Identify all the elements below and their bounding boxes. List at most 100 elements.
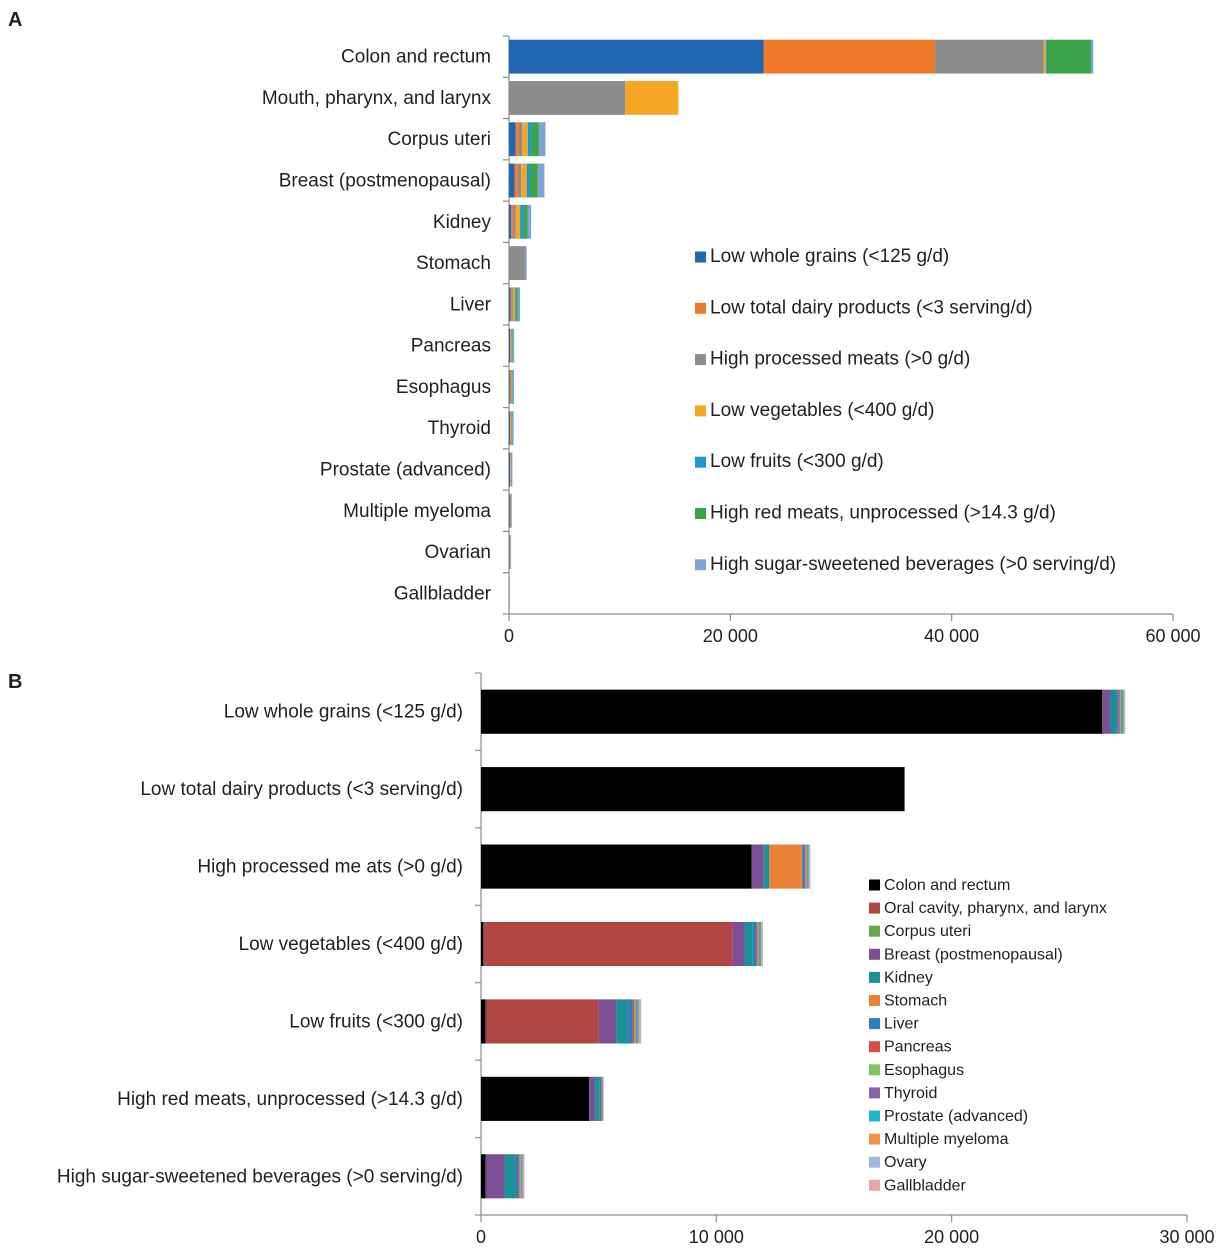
legend-label: Stomach <box>884 992 947 1009</box>
bar-segment <box>481 844 752 889</box>
bar-segment <box>521 1154 523 1199</box>
legend-swatch <box>869 1156 880 1168</box>
bar-segment <box>1110 689 1117 734</box>
bar-segment <box>510 411 512 446</box>
legend-label: Low fruits (<300 g/d) <box>710 451 884 472</box>
bar-segment <box>807 844 809 889</box>
bar-segment <box>769 844 803 889</box>
bar-segment <box>513 411 514 446</box>
bar-segment <box>751 844 764 889</box>
legend-label: Oral cavity, pharynx, and larynx <box>884 900 1107 917</box>
legend-label: High red meats, unprocessed (>14.3 g/d) <box>710 502 1056 523</box>
bar-segment <box>595 1076 600 1121</box>
x-tick-label: 30 000 <box>1159 1227 1214 1247</box>
panel-a-chart: 0 20 000 40 000 60 000 Colon and rectum Mouth… <box>262 35 1201 646</box>
bar-segment <box>509 287 511 322</box>
legend-swatch <box>869 1133 880 1145</box>
bar-segment <box>509 493 511 528</box>
bar-segment <box>509 163 515 198</box>
bar-segment <box>522 1154 524 1199</box>
legend-label: High processed meats (>0 g/d) <box>710 349 970 370</box>
bar-segment <box>639 999 641 1044</box>
category-label: Gallbladder <box>394 583 492 604</box>
bar-segment <box>518 1154 520 1199</box>
bar-segment <box>1123 689 1125 734</box>
bar-segment <box>525 246 527 280</box>
bar-segment <box>538 122 546 157</box>
legend-swatch <box>869 971 880 983</box>
bar-segment <box>521 163 527 198</box>
category-label: Multiple myeloma <box>343 501 491 522</box>
bar-segment <box>1045 39 1047 74</box>
bar-segment <box>518 122 523 157</box>
category-label: High sugar-sweetened beverages (>0 servi… <box>57 1166 463 1187</box>
legend-label: High sugar-sweetened beverages (>0 servi… <box>710 554 1116 575</box>
bar-segment <box>510 493 511 528</box>
bar-segment <box>806 844 808 889</box>
category-label: Prostate (advanced) <box>320 460 491 481</box>
bar-segment <box>512 287 516 322</box>
bar-segment <box>527 204 532 239</box>
category-label: Low fruits (<300 g/d) <box>289 1011 463 1032</box>
bar-segment <box>515 122 519 157</box>
legend-swatch <box>869 1064 880 1076</box>
bar-segment <box>510 287 512 322</box>
bar-segment <box>517 163 522 198</box>
category-label: High red meats, unprocessed (>14.3 g/d) <box>117 1089 463 1110</box>
bar-segment <box>485 1154 505 1199</box>
legend-swatch <box>869 1087 880 1099</box>
bar-segment <box>511 411 513 446</box>
legend-swatch <box>869 1110 880 1122</box>
bar-segment <box>509 411 511 446</box>
bar-segment <box>632 999 635 1044</box>
category-label: Low whole grains (<125 g/d) <box>224 702 463 723</box>
category-label: Kidney <box>433 212 492 233</box>
bar-segment <box>757 921 759 967</box>
bar-segment <box>510 328 511 363</box>
bar-segment <box>520 1154 522 1199</box>
bar-segment <box>637 999 639 1044</box>
bar-segment <box>522 122 528 157</box>
x-tick-label: 20 000 <box>924 1227 979 1247</box>
bar-segment <box>1046 39 1092 74</box>
bar-segment <box>512 328 514 363</box>
legend-swatch <box>869 879 880 891</box>
category-label: Breast (postmenopausal) <box>279 171 491 192</box>
bar-segment <box>519 1154 521 1199</box>
legend-swatch <box>869 1018 880 1030</box>
bar-segment <box>763 844 770 889</box>
category-label: Low total dairy products (<3 serving/d) <box>140 779 463 800</box>
bar-segment <box>526 163 531 198</box>
category-label: Low vegetables (<400 g/d) <box>239 934 463 955</box>
legend-swatch <box>695 559 706 571</box>
legend-label: Ovary <box>884 1154 927 1171</box>
legend-swatch <box>695 405 706 417</box>
bar-segment <box>509 370 510 404</box>
legend-swatch <box>869 1041 880 1053</box>
bar-segment <box>1122 689 1124 734</box>
legend-swatch <box>869 1179 880 1191</box>
bar-segment <box>510 452 512 487</box>
legend-swatch <box>695 302 706 314</box>
bar-segment <box>509 246 526 280</box>
bar-segment <box>802 844 805 889</box>
legend-label: Low whole grains (<125 g/d) <box>710 246 949 267</box>
bar-segment <box>636 999 638 1044</box>
bar-segment <box>598 999 617 1044</box>
x-tick-label: 0 <box>504 626 514 646</box>
bar-segment <box>512 370 514 404</box>
bar-segment <box>530 163 538 198</box>
legend-swatch <box>695 456 706 468</box>
bar-segment <box>509 81 626 115</box>
legend-swatch <box>869 925 880 937</box>
bar-segment <box>481 999 486 1044</box>
panel-a-letter: A <box>8 9 22 31</box>
bar-segment <box>512 370 513 404</box>
bar-segment <box>481 1076 590 1121</box>
bar-segment <box>599 1076 602 1121</box>
bar-segment <box>509 328 511 363</box>
bar-segment <box>483 921 733 967</box>
bar-segment <box>510 328 512 363</box>
bar-segment <box>761 921 762 967</box>
bar-segment <box>515 1154 519 1199</box>
